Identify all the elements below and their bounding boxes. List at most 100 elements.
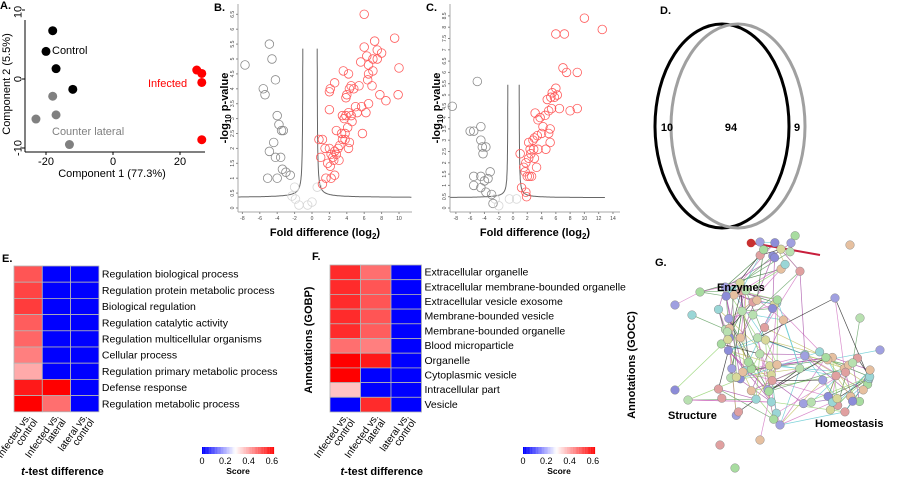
network-node (841, 367, 851, 377)
x-tick-label: 0 (512, 216, 515, 222)
protein-point-significant (359, 42, 369, 52)
colorbar-segment (268, 447, 270, 454)
colorbar-segment (206, 447, 209, 454)
network-node (746, 238, 756, 248)
heatmap-cell (13, 395, 43, 413)
x-tick-label: -8 (240, 216, 245, 222)
colorbar-segment (527, 447, 530, 454)
y-tick-label: 7.5 (442, 35, 448, 42)
colorbar-segment (244, 447, 246, 454)
y-tick-label: 6.5 (230, 11, 236, 18)
protein-point-significant (321, 173, 331, 183)
network-edge (777, 299, 801, 369)
protein-point-significant (544, 106, 554, 116)
y-tick-label: 0.5 (230, 189, 236, 196)
colorbar-segment (209, 447, 211, 454)
pca-plot: -20 0 20 10 0 -10 Component 1 (77.3%) Component… (1, 6, 207, 180)
y-tick-label: 6 (442, 71, 448, 74)
colorbar-segment (263, 447, 265, 454)
network-node (737, 306, 747, 316)
heatmap-cell (390, 323, 422, 339)
cluster-label-homeostasis: Homeostasis (815, 418, 883, 430)
row-label: Blood microparticle (425, 340, 514, 352)
protein-point-nonsignificant (483, 173, 493, 184)
protein-point-significant (322, 158, 333, 169)
colorbar-segment (562, 447, 564, 454)
colorbar-segment (541, 447, 543, 454)
network-node (760, 323, 770, 333)
protein-point-significant (549, 92, 560, 102)
colorbar: 0 0.2 0.4 0.6 Score (199, 447, 278, 476)
network-edge (771, 380, 804, 404)
network-node (855, 313, 865, 323)
colorbar-segment (577, 447, 579, 454)
heatmap-cell (360, 293, 392, 310)
network-node (831, 371, 841, 381)
colorbar-tick-label: 0.2 (219, 456, 232, 466)
protein-point-nonsignificant (289, 182, 300, 192)
colorbar-segment (221, 447, 223, 454)
colorbar-segment (211, 447, 213, 454)
x-tick-label: -4 (482, 216, 487, 222)
y-tick-label: 8 (442, 26, 448, 29)
colorbar-segment (583, 447, 585, 454)
x-axis-label-subscript: 2 (372, 232, 377, 241)
colorbar-segment (567, 447, 569, 454)
network-edge (752, 271, 801, 316)
protein-point-significant (389, 33, 400, 43)
protein-point-nonsignificant (285, 170, 295, 180)
pca-point-infected (197, 77, 207, 87)
network-node (818, 375, 828, 385)
x-tick-label: 8 (569, 216, 572, 222)
colorbar-segment (247, 447, 249, 454)
network-node (770, 238, 780, 248)
colorbar-segment (592, 447, 594, 454)
network-node (731, 372, 741, 382)
protein-point-significant (350, 101, 361, 112)
protein-point-nonsignificant (478, 149, 488, 159)
y-tick-label: 0 (13, 76, 25, 82)
colorbar-segment (591, 447, 593, 454)
x-axis-label-rest: -test difference (344, 466, 423, 478)
x-tick-label: 10 (396, 216, 402, 222)
protein-point-nonsignificant (476, 182, 486, 193)
colorbar-segment (580, 447, 582, 454)
heatmap-cell (13, 330, 43, 348)
colorbar-segment (235, 447, 237, 454)
network-node (753, 333, 763, 343)
significance-threshold-curve-right (518, 84, 605, 198)
network-node (735, 278, 745, 288)
network-edge (852, 317, 861, 363)
protein-point-significant (565, 106, 575, 116)
colorbar-segment (202, 447, 204, 454)
colorbar-segment (217, 447, 219, 454)
x-axis-label-italic: t (340, 466, 345, 478)
protein-point-nonsignificant (511, 194, 522, 204)
protein-point-significant (375, 90, 385, 100)
network-node (755, 435, 765, 445)
colorbar-segment (227, 447, 229, 454)
protein-point-significant (525, 144, 535, 154)
legend-counter-lateral: Counter lateral (52, 126, 124, 138)
row-label: Regulation metabolic process (102, 398, 240, 410)
network-node (780, 259, 790, 269)
heatmap-cell (360, 338, 392, 354)
colorbar-segment (238, 447, 240, 454)
colorbar-segment (232, 447, 234, 454)
network-node (865, 365, 875, 375)
y-axis-label: Annotations (GOCC) (626, 311, 638, 419)
network-node (723, 335, 733, 345)
network-node (738, 367, 748, 377)
colorbar-segment (584, 447, 586, 454)
colorbar-segment (530, 447, 532, 454)
network-node (768, 303, 778, 313)
colorbar-segment (239, 447, 241, 454)
x-axis-label: t-test difference (340, 466, 423, 478)
network-node (806, 397, 816, 407)
colorbar-segment (264, 447, 266, 454)
row-label: Cytoplasmic vesicle (425, 369, 517, 381)
protein-point-nonsignificant (264, 146, 275, 157)
network-node (769, 414, 779, 424)
network-edge (742, 290, 747, 372)
